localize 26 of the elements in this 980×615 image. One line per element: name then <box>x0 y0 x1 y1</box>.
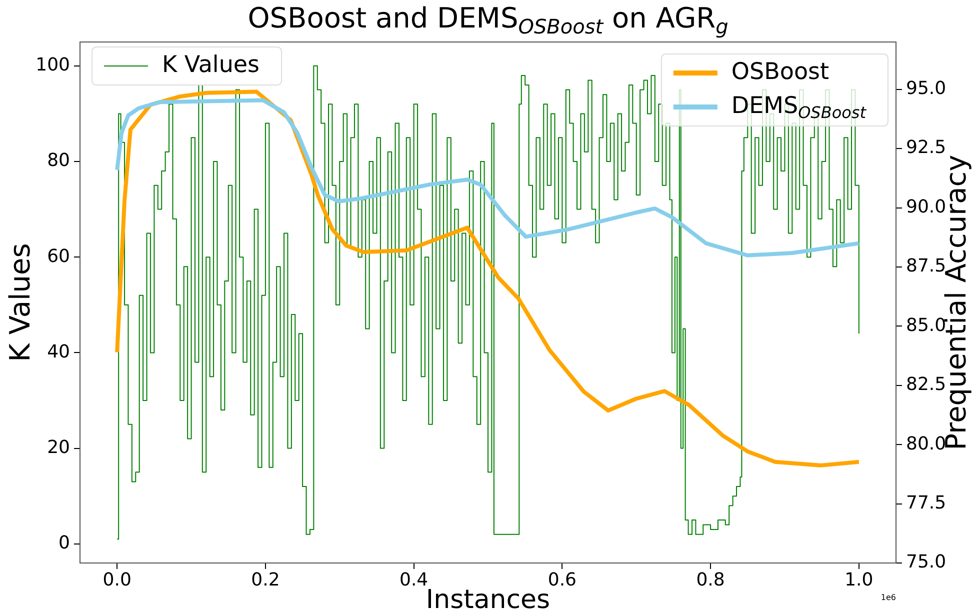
text: 1e6 <box>880 593 896 602</box>
y-axis-title: K Values <box>3 243 36 362</box>
y2-tick-label: 92.5 <box>906 137 946 158</box>
y-tick-label: 100 <box>36 54 70 76</box>
y2-tick-label: 85.0 <box>906 314 946 336</box>
y2-tick-label: 75.0 <box>906 552 946 573</box>
y2-tick-label: 77.5 <box>906 492 946 514</box>
y2-tick-label: 80.0 <box>906 433 946 454</box>
legend-label: K Values <box>162 52 260 78</box>
y2-tick-label: 82.5 <box>906 374 946 396</box>
y2-tick-label: 95.0 <box>906 78 946 100</box>
x-axis-title: Instances <box>426 584 550 615</box>
x-tick-label: 0.0 <box>102 569 132 590</box>
x-tick-label: 0.6 <box>548 569 576 590</box>
y-tick-label: 60 <box>47 246 70 267</box>
y2-tick-label: 87.5 <box>906 256 946 277</box>
y-tick-label: 80 <box>47 150 70 172</box>
x-tick-label: 0.4 <box>400 569 428 590</box>
y-tick-label: 20 <box>47 436 70 458</box>
x-tick-label: 0.2 <box>251 569 280 590</box>
x-tick-label: 0.8 <box>696 569 725 590</box>
legend-label: OSBoost <box>731 58 830 85</box>
y-tick-label: 40 <box>47 341 70 362</box>
y-tick-label: 0 <box>58 532 70 554</box>
x-tick-label: 1.0 <box>844 569 874 590</box>
y2-tick-label: 90.0 <box>906 196 946 218</box>
